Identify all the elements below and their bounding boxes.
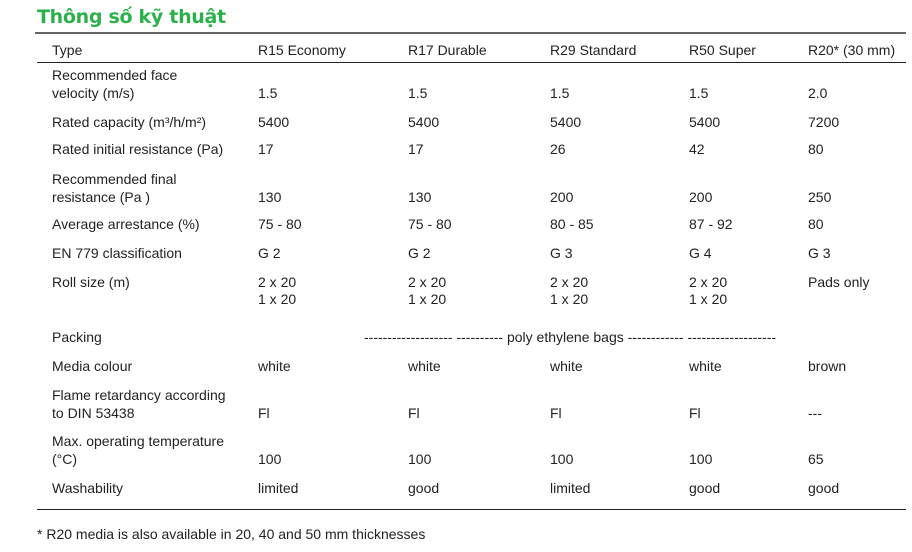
row-value: 130 bbox=[408, 189, 432, 205]
row-label: Washability bbox=[52, 480, 124, 496]
row-value: 1.5 bbox=[258, 85, 278, 101]
row-label: Max. operating temperature bbox=[52, 433, 224, 449]
row-value: Fl bbox=[258, 405, 270, 421]
row-value: 80 bbox=[808, 216, 824, 232]
row-value: 17 bbox=[408, 141, 424, 157]
row-label: Roll size (m) bbox=[52, 274, 130, 290]
row-value: G 2 bbox=[258, 245, 281, 261]
row-value: white bbox=[408, 358, 441, 374]
row-label: Media colour bbox=[52, 358, 133, 374]
row-value: 80 bbox=[808, 141, 824, 157]
row-value: 1.5 bbox=[550, 85, 570, 101]
top-rule bbox=[35, 32, 906, 34]
row-value: 75 - 80 bbox=[408, 216, 452, 232]
row-value: 5400 bbox=[258, 114, 290, 130]
row-value: 200 bbox=[550, 189, 574, 205]
row-label: velocity (m/s) bbox=[52, 85, 135, 101]
page-title: Thông số kỹ thuật bbox=[37, 6, 226, 28]
row-value: 87 - 92 bbox=[689, 216, 733, 232]
row-value: white bbox=[258, 358, 291, 374]
row-value: Pads only bbox=[808, 274, 870, 290]
row-value: 1 x 20 bbox=[258, 291, 297, 307]
row-value: 100 bbox=[550, 451, 574, 467]
row-value: 7200 bbox=[808, 114, 840, 130]
row-label: Recommended final bbox=[52, 171, 177, 187]
row-label: (°C) bbox=[52, 451, 78, 467]
header-type: Type bbox=[52, 42, 83, 58]
row-label: to DIN 53438 bbox=[52, 405, 135, 421]
row-value: G 4 bbox=[689, 245, 712, 261]
row-value: white bbox=[689, 358, 722, 374]
row-value: 100 bbox=[258, 451, 282, 467]
row-label: Recommended face bbox=[52, 67, 178, 83]
row-value: G 2 bbox=[408, 245, 431, 261]
row-value: Fl bbox=[408, 405, 420, 421]
header-column: R29 Standard bbox=[550, 42, 637, 58]
row-value: 2 x 20 bbox=[689, 274, 728, 290]
row-value: brown bbox=[808, 358, 847, 374]
row-value: G 3 bbox=[550, 245, 573, 261]
packing-value: ------------------- ---------- poly ethy… bbox=[364, 329, 777, 345]
row-value: Fl bbox=[689, 405, 701, 421]
row-label: resistance (Pa ) bbox=[52, 189, 151, 205]
row-value: G 3 bbox=[808, 245, 831, 261]
header-rule bbox=[37, 62, 906, 63]
row-label: Packing bbox=[52, 329, 102, 345]
row-value: 1 x 20 bbox=[689, 291, 728, 307]
row-value: 5400 bbox=[689, 114, 721, 130]
row-value: 1 x 20 bbox=[550, 291, 589, 307]
header-column: R17 Durable bbox=[408, 42, 487, 58]
row-value: white bbox=[550, 358, 583, 374]
header-column: R20* (30 mm) bbox=[808, 42, 896, 58]
row-label: Flame retardancy according bbox=[52, 387, 226, 403]
row-value: 17 bbox=[258, 141, 274, 157]
row-value: 1 x 20 bbox=[408, 291, 447, 307]
row-value: 100 bbox=[689, 451, 713, 467]
row-value: limited bbox=[258, 480, 299, 496]
row-value: 2 x 20 bbox=[258, 274, 297, 290]
header-column: R15 Economy bbox=[258, 42, 346, 58]
row-value: good bbox=[808, 480, 840, 496]
footnote: * R20 media is also available in 20, 40 … bbox=[37, 526, 426, 542]
row-value: 5400 bbox=[550, 114, 582, 130]
row-label: Average arrestance (%) bbox=[52, 216, 200, 232]
row-value: 80 - 85 bbox=[550, 216, 594, 232]
row-value: 2 x 20 bbox=[408, 274, 447, 290]
row-value: 100 bbox=[408, 451, 432, 467]
row-label: EN 779 classification bbox=[52, 245, 182, 261]
row-value: 65 bbox=[808, 451, 824, 467]
row-label: Rated capacity (m³/h/m²) bbox=[52, 114, 207, 130]
row-value: limited bbox=[550, 480, 591, 496]
bottom-rule bbox=[37, 509, 906, 510]
row-value: good bbox=[408, 480, 440, 496]
row-value: 2 x 20 bbox=[550, 274, 589, 290]
row-value: 26 bbox=[550, 141, 566, 157]
row-value: 5400 bbox=[408, 114, 440, 130]
row-value: 130 bbox=[258, 189, 282, 205]
row-value: good bbox=[689, 480, 721, 496]
row-value: 1.5 bbox=[408, 85, 428, 101]
row-value: 2.0 bbox=[808, 85, 828, 101]
row-value: 75 - 80 bbox=[258, 216, 302, 232]
row-label: Rated initial resistance (Pa) bbox=[52, 141, 224, 157]
header-column: R50 Super bbox=[689, 42, 756, 58]
row-value: 1.5 bbox=[689, 85, 709, 101]
row-value: Fl bbox=[550, 405, 562, 421]
row-value: 200 bbox=[689, 189, 713, 205]
row-value: --- bbox=[808, 405, 822, 421]
row-value: 250 bbox=[808, 189, 832, 205]
row-value: 42 bbox=[689, 141, 705, 157]
